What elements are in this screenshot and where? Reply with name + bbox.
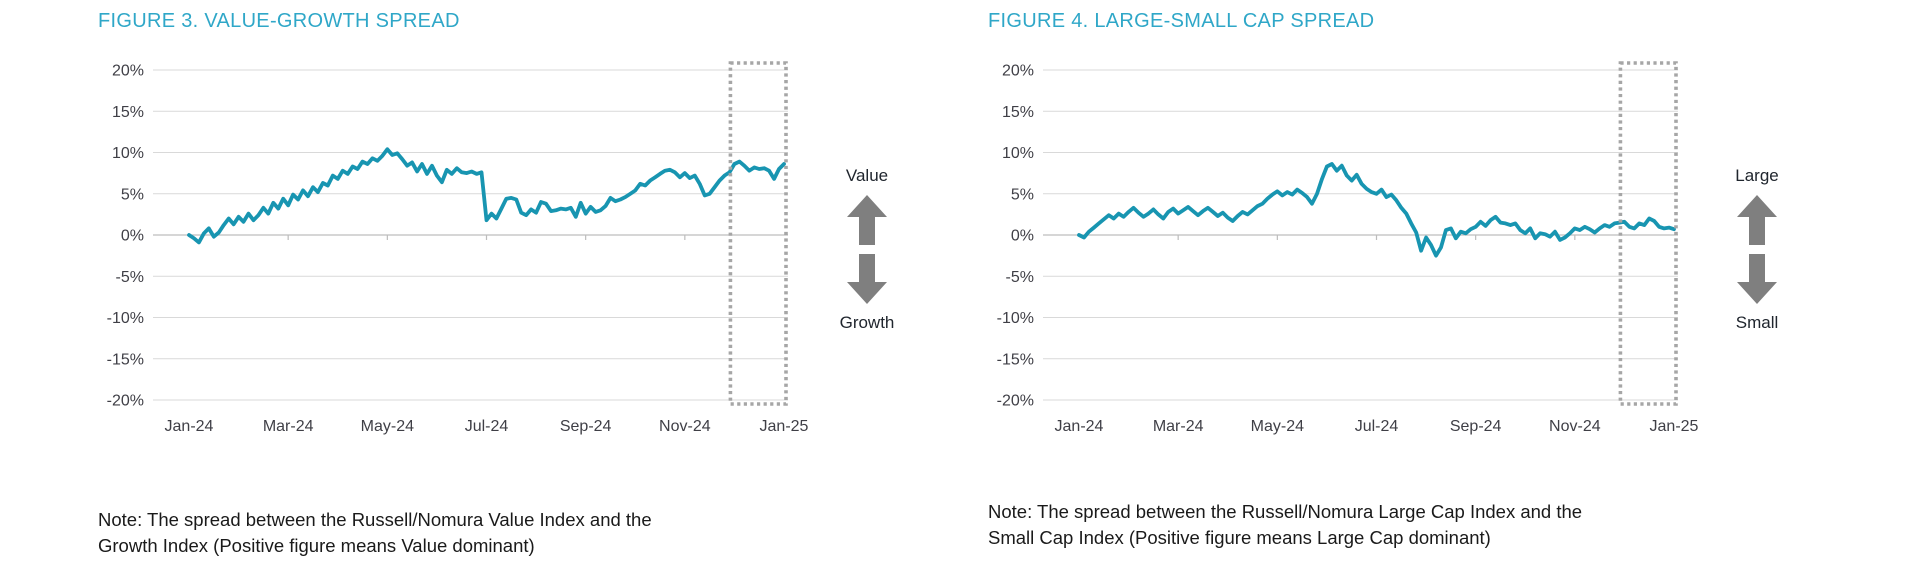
x-axis-tick-label: May-24 <box>1251 418 1304 435</box>
y-axis-tick-label: 5% <box>121 186 144 203</box>
y-axis-tick-label: -5% <box>1006 269 1034 286</box>
y-axis-tick-label: 20% <box>1002 63 1034 80</box>
figure4-note-line2: Small Cap Index (Positive figure means L… <box>988 527 1491 548</box>
y-axis-tick-label: 0% <box>1011 228 1034 245</box>
figure4-top-direction-label: Large <box>1735 166 1779 185</box>
x-axis-tick-label: Jan-24 <box>1055 418 1104 435</box>
spread-line-series <box>187 147 786 245</box>
x-axis-tick-label: Sep-24 <box>1450 418 1502 435</box>
x-axis-tick-label: Nov-24 <box>659 418 711 435</box>
y-axis-tick-label: -10% <box>107 310 144 327</box>
x-axis-tick-label: Jan-25 <box>1650 418 1699 435</box>
recent-period-highlight-box <box>1618 61 1678 406</box>
x-axis-tick-label: Jan-25 <box>760 418 809 435</box>
x-axis-tick-label: Sep-24 <box>560 418 612 435</box>
x-axis-tick-label: Jul-24 <box>1355 418 1399 435</box>
figure3-note-line2: Growth Index (Positive figure means Valu… <box>98 535 535 556</box>
figure4-direction-legend: Large Small <box>1714 166 1800 333</box>
y-axis-tick-label: -15% <box>107 351 144 368</box>
y-axis-tick-label: 0% <box>121 228 144 245</box>
up-arrow-icon <box>847 195 887 245</box>
figure4-chart-canvas: 20% 15% 10% 5% 0% -5% -10% -15% -20% Jan-24 Mar-24… <box>997 61 1699 435</box>
figure3-top-direction-label: Value <box>845 166 889 185</box>
y-axis-labels: 20% 15% 10% 5% 0% -5% -10% -15% -20% <box>997 63 1034 410</box>
recent-period-highlight-box <box>728 61 788 406</box>
figure4-note-line1: Note: The spread between the Russell/Nom… <box>988 501 1583 522</box>
figure3-block: FIGURE 3. VALUE-GROWTH SPREAD 20% 15% 10% 5… <box>98 10 998 570</box>
figure3-title: FIGURE 3. VALUE-GROWTH SPREAD <box>98 10 460 32</box>
y-axis-tick-label: 10% <box>112 145 144 162</box>
x-axis-tick-label: Nov-24 <box>1549 418 1601 435</box>
gridlines <box>1043 69 1678 401</box>
y-axis-tick-label: 20% <box>112 63 144 80</box>
gridlines <box>153 69 788 401</box>
y-axis-tick-label: 15% <box>112 104 144 121</box>
figure3-bottom-direction-label: Growth <box>839 313 895 332</box>
figure3-direction-legend: Value Growth <box>824 166 910 333</box>
figure3-note-line1: Note: The spread between the Russell/Nom… <box>98 509 652 530</box>
x-axis-tick-label: Mar-24 <box>1153 418 1204 435</box>
y-axis-labels: 20% 15% 10% 5% 0% -5% -10% -15% -20% <box>107 63 144 410</box>
figure4-note: Note: The spread between the Russell/Nom… <box>988 499 1748 551</box>
x-axis-labels: Jan-24 Mar-24 May-24 Jul-24 Sep-24 Nov-24 Jan-… <box>165 418 809 435</box>
y-axis-tick-label: -10% <box>997 310 1034 327</box>
y-axis-tick-label: -5% <box>116 269 144 286</box>
x-axis-tick-label: May-24 <box>361 418 414 435</box>
down-arrow-icon <box>847 254 887 304</box>
down-arrow-icon <box>1737 254 1777 304</box>
x-axis-ticks <box>1177 235 1576 240</box>
figure4-block: FIGURE 4. LARGE-SMALL CAP SPREAD 20% 15% 1… <box>988 10 1888 570</box>
x-axis-ticks <box>287 235 686 240</box>
y-axis-tick-label: -20% <box>107 393 144 410</box>
figure4-bottom-direction-label: Small <box>1735 313 1779 332</box>
y-axis-tick-label: -20% <box>997 393 1034 410</box>
x-axis-labels: Jan-24 Mar-24 May-24 Jul-24 Sep-24 Nov-24 Jan-… <box>1055 418 1699 435</box>
x-axis-tick-label: Mar-24 <box>263 418 314 435</box>
y-axis-tick-label: 15% <box>1002 104 1034 121</box>
figure3-note: Note: The spread between the Russell/Nom… <box>98 507 858 559</box>
y-axis-tick-label: 10% <box>1002 145 1034 162</box>
y-axis-tick-label: 5% <box>1011 186 1034 203</box>
x-axis-tick-label: Jan-24 <box>165 418 214 435</box>
y-axis-tick-label: -15% <box>997 351 1034 368</box>
figure3-chart-canvas: 20% 15% 10% 5% 0% -5% -10% -15% -20% Jan-24 Mar-24… <box>107 61 809 435</box>
x-axis-tick-label: Jul-24 <box>465 418 509 435</box>
spread-line-series <box>1077 162 1676 258</box>
up-arrow-icon <box>1737 195 1777 245</box>
figure4-title: FIGURE 4. LARGE-SMALL CAP SPREAD <box>988 10 1375 32</box>
